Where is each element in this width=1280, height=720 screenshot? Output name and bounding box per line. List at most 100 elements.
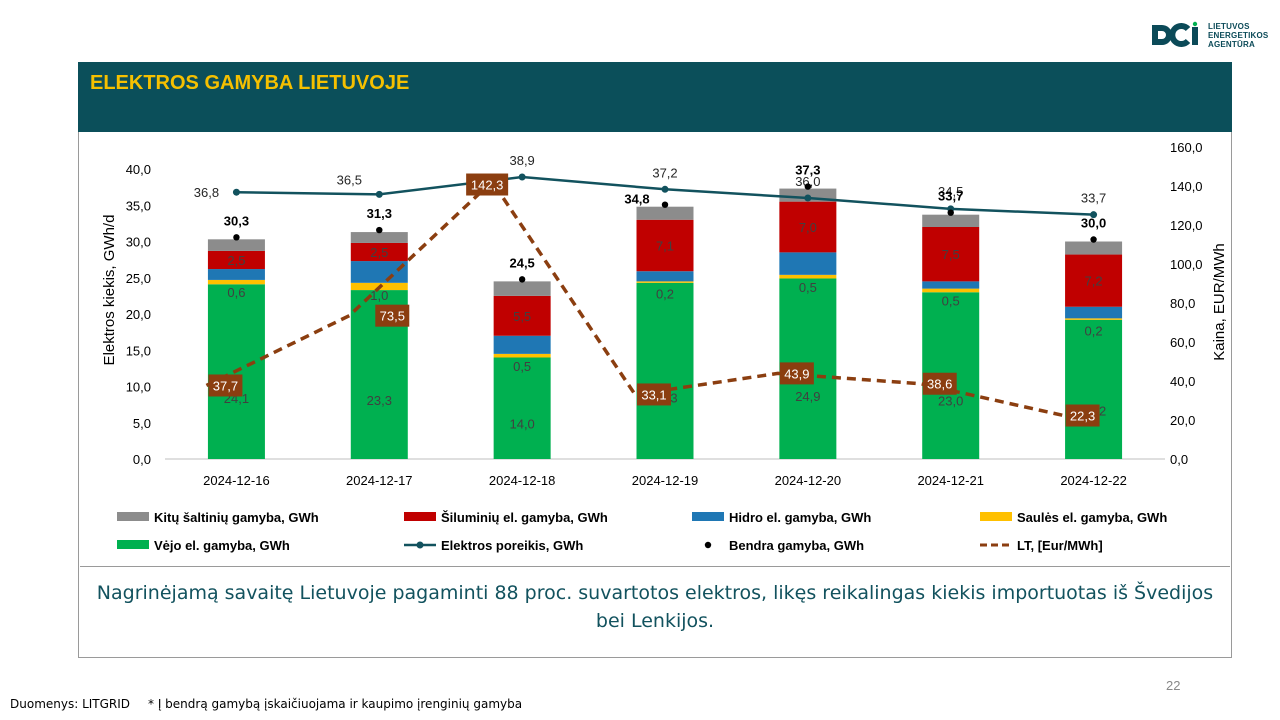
bar-segment — [922, 281, 980, 289]
production-chart: 0,0 5,0 10,0 15,0 20,0 25,0 30,0 35,0 40,0 0,0 20,… — [101, 140, 1228, 553]
agency-logo-icon — [1152, 21, 1198, 47]
bar-value-label: 7,1 — [656, 238, 674, 253]
price-label-box — [1065, 404, 1100, 427]
bar-segment — [207, 269, 265, 280]
price-label-box — [637, 383, 671, 406]
bar-segment — [493, 335, 551, 354]
price-value-label: 22,3 — [1070, 409, 1095, 424]
bar-segment — [1065, 318, 1123, 320]
price-label-box — [466, 173, 509, 196]
bar-value-label: 7,0 — [799, 220, 817, 235]
bar-segment — [350, 242, 408, 262]
total-value-label: 30,3 — [224, 213, 249, 228]
bar-segment — [922, 227, 980, 282]
demand-value-label: 36,5 — [337, 172, 362, 187]
total-point — [947, 209, 954, 216]
y-right-tick-label: 20,0 — [1170, 413, 1195, 428]
bar-value-label: 0,2 — [656, 286, 674, 301]
bar-segment — [636, 219, 694, 272]
demand-point — [1090, 211, 1098, 219]
y-right-tick-label: 0,0 — [1170, 452, 1188, 467]
bar-value-label: 2,5 — [370, 245, 388, 260]
x-tick-label: 2024-12-21 — [917, 473, 984, 488]
demand-point — [804, 194, 812, 202]
bar-segment — [207, 239, 265, 251]
demand-value-label: 36,8 — [194, 185, 219, 200]
bar-segment — [207, 250, 265, 270]
logo-line-1: LIETUVOS — [1208, 21, 1250, 31]
y-tick-label: 40,0 — [126, 162, 151, 177]
agency-logo: LIETUVOS ENERGETIKOS AGENTŪRA — [1150, 18, 1268, 52]
price-value-label: 37,7 — [213, 378, 238, 393]
x-tick-label: 2024-12-20 — [775, 473, 842, 488]
bar-value-label: 5,5 — [513, 309, 531, 324]
y-right-tick-label: 40,0 — [1170, 374, 1195, 389]
bar-segment — [922, 214, 980, 227]
total-point — [804, 183, 812, 190]
x-tick-label: 2024-12-18 — [489, 473, 556, 488]
y-tick-label: 30,0 — [126, 235, 151, 250]
legend-label: Elektros poreikis, GWh — [441, 538, 583, 553]
price-value-label: 33,1 — [641, 387, 666, 402]
y-tick-label: 10,0 — [126, 380, 151, 395]
bar-segment — [1065, 319, 1123, 459]
bar-segment — [1065, 254, 1123, 307]
bar-value-label: 24,9 — [795, 389, 820, 404]
bar-value-label: 7,5 — [942, 247, 960, 262]
bar-segment — [922, 288, 980, 293]
bar-segment — [779, 201, 837, 253]
total-point — [1090, 236, 1097, 243]
total-value-label: 33,7 — [938, 189, 963, 204]
bar-segment — [779, 252, 837, 275]
y-right-tick-label: 80,0 — [1170, 296, 1195, 311]
bar-value-label: 23,3 — [367, 393, 392, 408]
demand-value-label: 37,2 — [652, 165, 677, 180]
summary-text: Nagrinėjamą savaitę Lietuvoje pagaminti … — [80, 566, 1230, 656]
y-right-tick-label: 100,0 — [1170, 257, 1203, 272]
legend-marker — [416, 541, 424, 549]
demand-point — [661, 185, 669, 193]
x-tick-label: 2024-12-22 — [1060, 473, 1127, 488]
y-right-tick-label: 140,0 — [1170, 179, 1203, 194]
y-tick-label: 0,0 — [133, 452, 151, 467]
bar-value-label: 14,0 — [509, 416, 534, 431]
y-right-tick-label: 120,0 — [1170, 218, 1203, 233]
demand-point — [232, 188, 240, 196]
bar-value-label: 23,0 — [938, 394, 963, 409]
bar-segment — [636, 206, 694, 220]
title-bar: ELEKTROS GAMYBA LIETUVOJE — [78, 62, 1232, 132]
total-point — [661, 201, 669, 208]
bar-segment — [636, 271, 694, 282]
total-value-label: 31,3 — [367, 206, 392, 221]
bar-value-label: 0,5 — [942, 294, 960, 309]
legend-label: Šiluminių el. gamyba, GWh — [441, 510, 608, 525]
x-tick-label: 2024-12-17 — [346, 473, 413, 488]
bar-segment — [636, 281, 694, 283]
bar-segment — [207, 279, 265, 285]
y-axis-label: Elektros kiekis, GWh/d — [101, 215, 118, 366]
bar-segment — [350, 232, 408, 243]
footnote: * Į bendrą gamybą įskaičiuojama ir kaupi… — [148, 697, 523, 711]
bar-segment — [1065, 241, 1123, 255]
bar-segment — [779, 274, 837, 279]
bar-segment — [493, 281, 551, 296]
bar-segment — [636, 282, 694, 459]
total-point — [376, 226, 383, 234]
total-value-label: 24,5 — [509, 255, 534, 270]
legend-label: Bendra gamyba, GWh — [729, 538, 864, 553]
logo-line-2: ENERGETIKOS — [1208, 30, 1269, 40]
bar-value-label: 2,5 — [227, 253, 245, 268]
bar-segment — [350, 261, 408, 283]
bar-value-label: 0,5 — [513, 359, 531, 374]
total-value-label: 37,3 — [795, 163, 820, 178]
x-tick-label: 2024-12-16 — [203, 473, 270, 488]
y-right-tick-label: 60,0 — [1170, 335, 1195, 350]
legend-swatch — [117, 512, 149, 521]
legend-swatch — [692, 512, 724, 521]
y-tick-label: 15,0 — [126, 343, 151, 358]
y-tick-label: 35,0 — [126, 198, 151, 213]
bar-segment — [1065, 306, 1123, 319]
bar-value-label: 1,0 — [370, 288, 388, 303]
bar-value-label: 0,2 — [1085, 323, 1103, 338]
price-label-box — [375, 304, 410, 327]
